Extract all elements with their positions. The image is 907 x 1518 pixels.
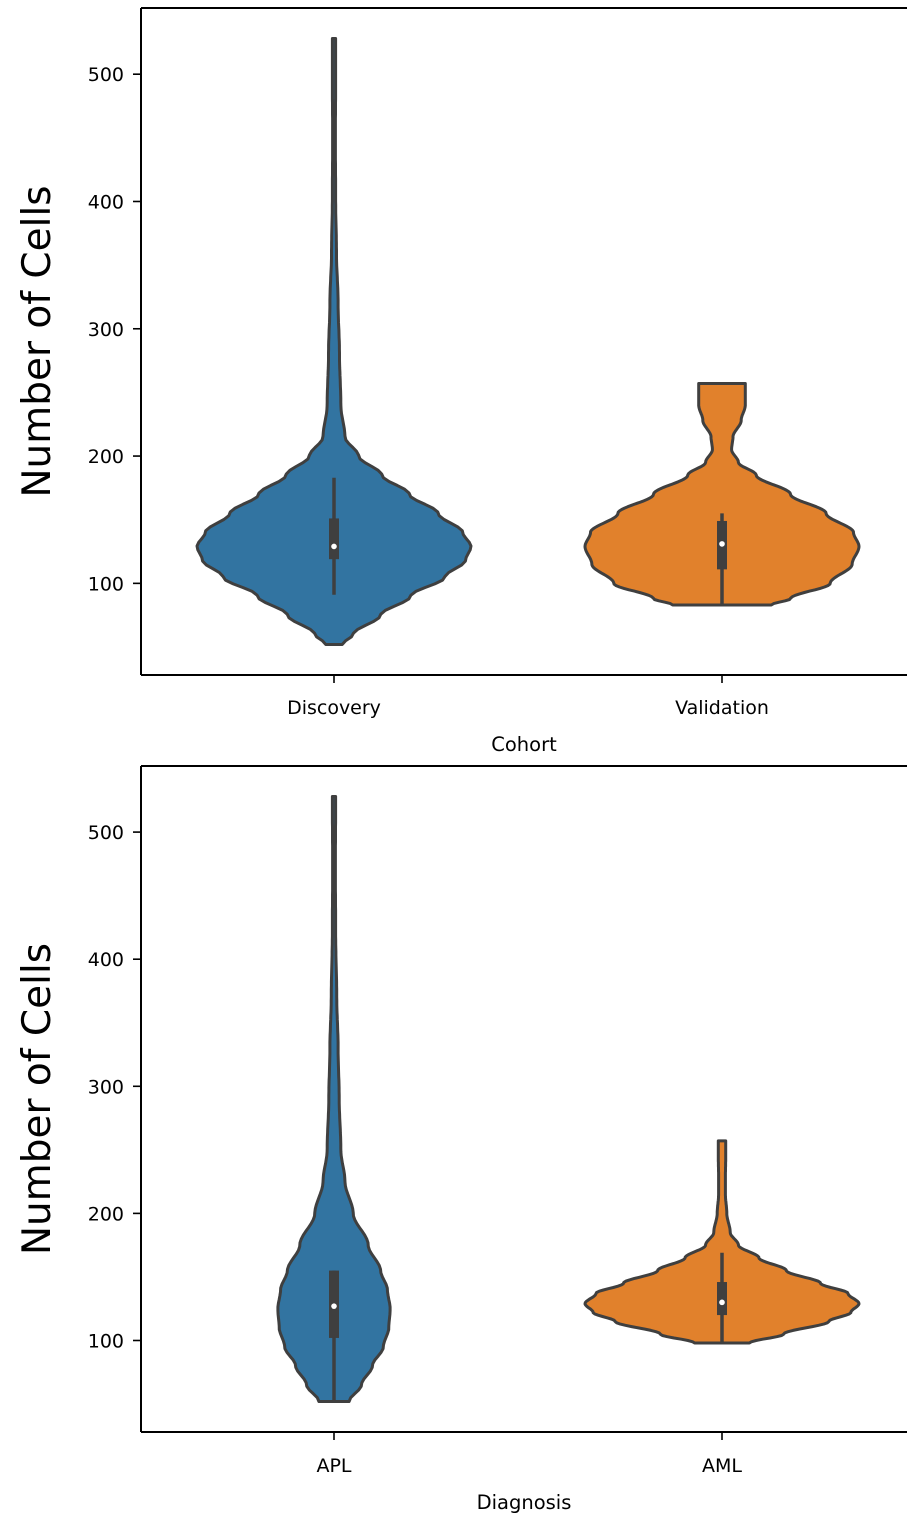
y-tick-label: 400 <box>88 949 124 971</box>
median-point-discovery <box>331 543 337 550</box>
x-tick-label-discovery: Discovery <box>287 697 381 719</box>
panel-cohort: 100 200 300 400 500 Discovery Validation Cohort… <box>15 7 907 756</box>
median-point-validation <box>719 541 725 547</box>
y-tick-label: 200 <box>88 446 124 468</box>
y-tick-label: 400 <box>88 191 124 213</box>
x-tick-label-aml: AML <box>702 1455 742 1477</box>
iqr-box-discovery <box>329 518 339 560</box>
median-point-aml <box>719 1299 725 1306</box>
x-axis-title: Cohort <box>491 733 557 756</box>
iqr-box-aml <box>717 1282 727 1316</box>
x-tick-label-apl: APL <box>316 1455 351 1477</box>
y-tick-label: 100 <box>88 573 124 595</box>
y-tick-label: 100 <box>88 1330 124 1352</box>
panel-diagnosis: 100 200 300 400 500 APL AML Diagnosis Number of … <box>15 765 907 1514</box>
violin-discovery <box>195 37 473 646</box>
violin-validation <box>583 382 861 607</box>
y-tick-label: 300 <box>88 1076 124 1098</box>
y-axis-title: Number of Cells <box>15 943 60 1255</box>
x-tick-label-validation: Validation <box>675 697 769 719</box>
violin-apl <box>276 795 392 1403</box>
y-tick-label: 300 <box>88 319 124 341</box>
violin-aml <box>583 1139 861 1345</box>
y-tick-label: 500 <box>88 64 124 86</box>
y-axis-title: Number of Cells <box>15 185 60 497</box>
median-point-apl <box>331 1303 337 1309</box>
y-tick-label: 200 <box>88 1203 124 1225</box>
y-tick-label: 500 <box>88 822 124 844</box>
x-axis-title: Diagnosis <box>477 1491 572 1514</box>
